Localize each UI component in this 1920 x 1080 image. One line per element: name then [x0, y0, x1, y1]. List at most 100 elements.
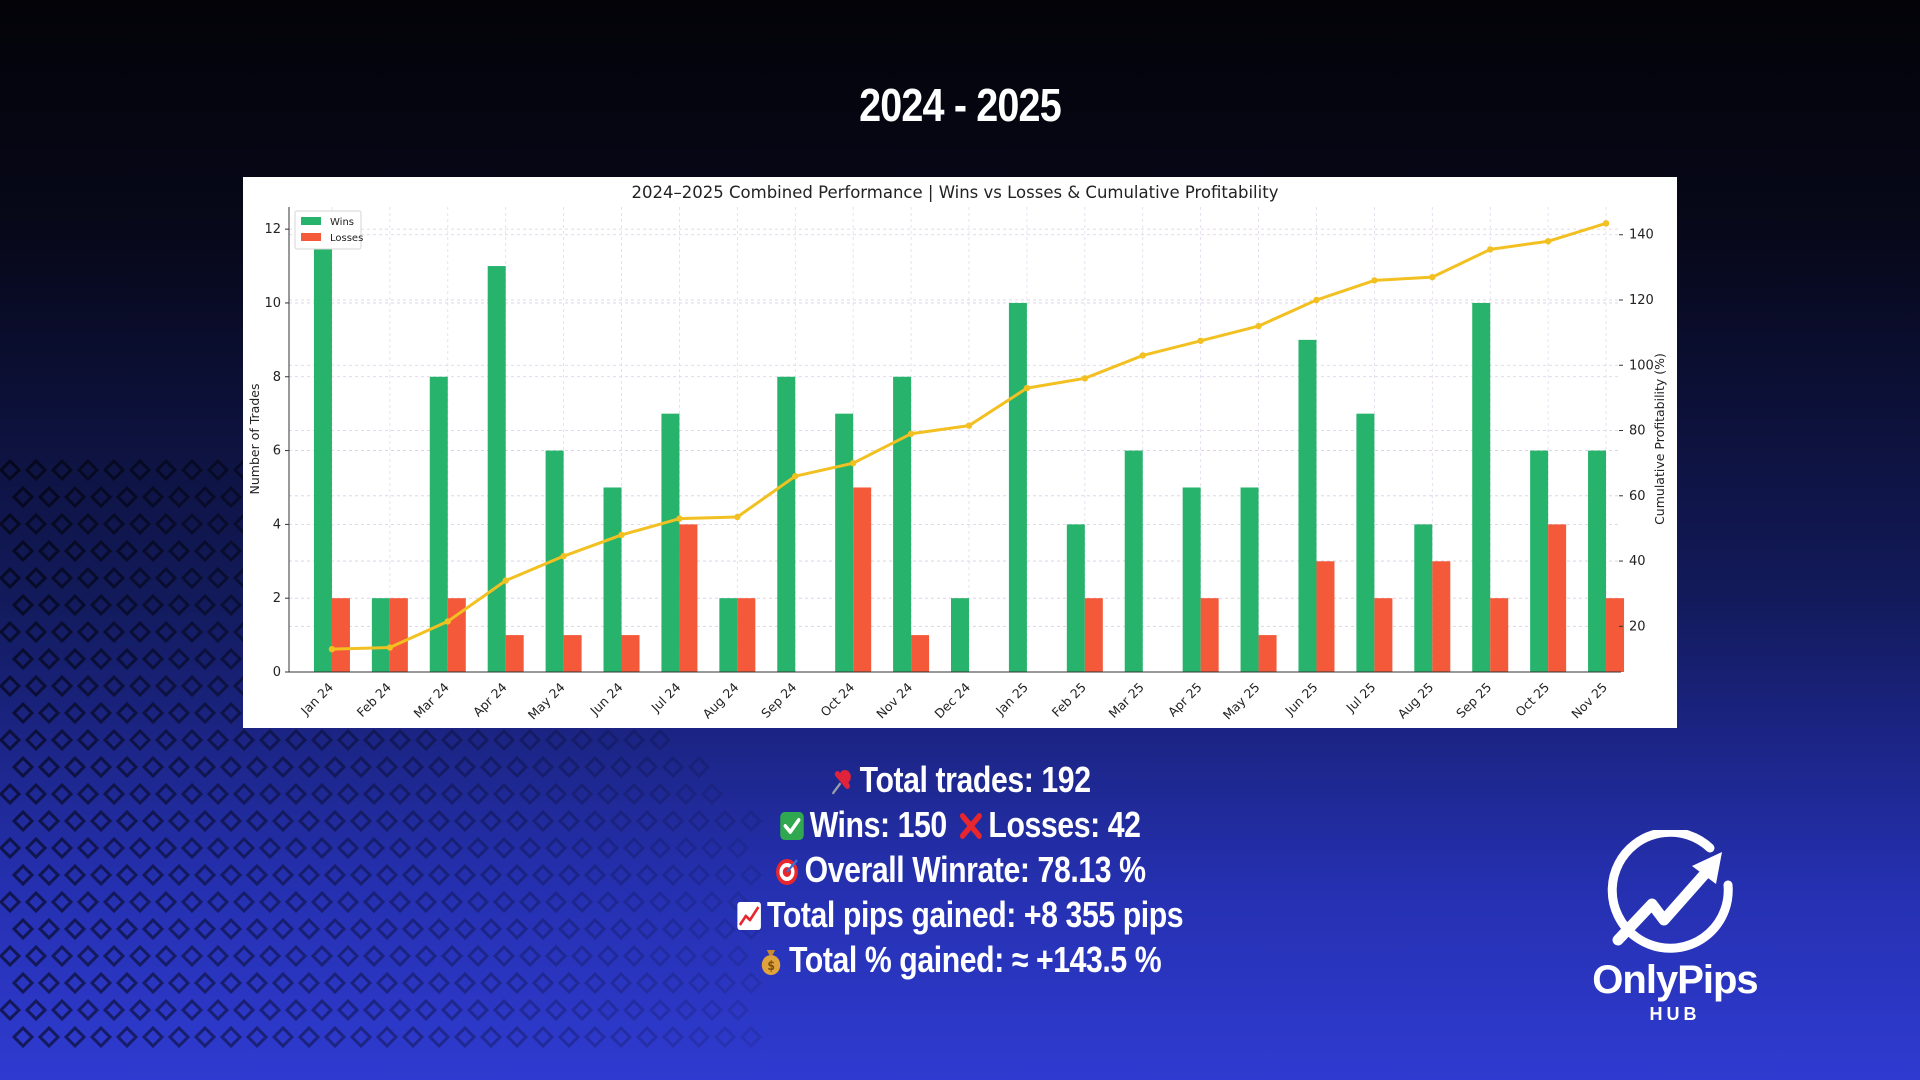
- chart-increasing-icon: [737, 902, 762, 930]
- y2-axis-label: Cumulative Profitability (%): [1652, 353, 1667, 525]
- profit-point-18: [1371, 277, 1378, 284]
- bar-wins-6: [661, 413, 680, 672]
- bar-wins-15: [1182, 487, 1201, 672]
- profit-point-22: [1602, 220, 1610, 227]
- profit-point-7: [734, 513, 741, 521]
- chart-panel: Jan 24 Feb 24 Mar 24 Apr 24 May 24 Jun 24 Jul …: [243, 177, 1677, 728]
- x-tick-label: Nov 24: [873, 679, 915, 721]
- combined-performance-chart: Jan 24 Feb 24 Mar 24 Apr 24 May 24 Jun 24 Jul …: [247, 183, 1667, 722]
- bar-losses-15: [1200, 598, 1219, 672]
- bar-wins-10: [893, 376, 912, 672]
- y2-tick-label: 60: [1629, 489, 1646, 504]
- bar-wins-16: [1240, 487, 1259, 672]
- bar-wins-21: [1530, 450, 1549, 672]
- pushpin-icon: [831, 770, 851, 795]
- x-tick-label: Feb 25: [1049, 680, 1089, 720]
- stat-wins-losses: Wins: 150 Losses: 42: [624, 802, 1296, 847]
- x-tick-label: Sep 25: [1453, 680, 1494, 721]
- profit-point-4: [560, 552, 567, 560]
- page-title: 2024 - 2025: [859, 79, 1062, 131]
- x-tick-label: Nov 25: [1568, 680, 1610, 722]
- y2-tick-label: 140: [1629, 228, 1654, 243]
- bar-losses-9: [853, 487, 872, 672]
- bar-losses-18: [1374, 598, 1393, 672]
- y2-tick-label: 120: [1629, 293, 1654, 308]
- stat-percent: $ Total % gained: ≈ +143.5 %: [624, 937, 1296, 982]
- profit-point-17: [1313, 296, 1320, 304]
- legend: Wins Losses: [294, 210, 363, 250]
- stat-percent-text: Total % gained: ≈ +143.5 %: [788, 939, 1162, 980]
- profit-point-21: [1544, 238, 1552, 245]
- x-tick-label: Mar 24: [411, 679, 452, 720]
- bar-losses-21: [1548, 524, 1567, 672]
- bar-wins-12: [1008, 302, 1027, 672]
- x-tick-label: Oct 25: [1512, 680, 1552, 720]
- x-tick-label: Jun 25: [1281, 680, 1320, 719]
- bar-losses-13: [1084, 598, 1103, 672]
- profit-point-10: [907, 430, 915, 437]
- bar-losses-6: [679, 524, 698, 672]
- x-tick-label: Jun 24: [586, 679, 625, 718]
- logo-subtitle: HUB: [1649, 1004, 1701, 1024]
- x-tick-label: Apr 24: [470, 679, 510, 719]
- bar-losses-5: [621, 635, 640, 672]
- legend-label-losses: Losses: [330, 233, 363, 244]
- x-tick-label: Jan 25: [992, 680, 1031, 719]
- bar-losses-20: [1490, 598, 1509, 672]
- stat-total-trades: Total trades: 192: [624, 757, 1296, 802]
- x-tick-label: Aug 24: [700, 679, 742, 721]
- x-tick-label: Dec 24: [931, 679, 973, 721]
- bar-losses-10: [911, 635, 930, 672]
- bar-wins-9: [835, 413, 854, 672]
- profit-point-5: [618, 531, 625, 539]
- y2-tick-label: 100: [1629, 358, 1654, 373]
- x-tick-label: Oct 24: [817, 679, 857, 719]
- x-tick-label: Aug 25: [1394, 680, 1436, 722]
- y-tick-label: 4: [273, 517, 281, 532]
- stat-pips-text: Total pips gained: +8 355 pips: [767, 894, 1184, 935]
- y-tick-label: 12: [264, 222, 281, 237]
- bar-losses-0: [331, 598, 350, 672]
- bar-losses-1: [389, 598, 408, 672]
- bar-wins-8: [777, 376, 796, 672]
- bar-wins-7: [719, 598, 738, 672]
- bar-wins-0: [313, 229, 332, 672]
- stat-winrate-text: Overall Winrate: 78.13 %: [804, 849, 1146, 890]
- y-tick-label: 6: [273, 444, 281, 459]
- x-tick-label: May 24: [525, 679, 568, 722]
- y2-tick-label: 20: [1629, 619, 1646, 634]
- bar-wins-19: [1414, 524, 1433, 672]
- stat-losses-text: Losses: 42: [988, 804, 1141, 845]
- bar-wins-18: [1356, 413, 1375, 672]
- cross-mark-icon: [959, 813, 982, 839]
- profit-point-0: [328, 645, 336, 653]
- y-tick-label: 10: [264, 296, 281, 311]
- profit-point-19: [1429, 273, 1436, 281]
- bar-losses-7: [737, 598, 756, 672]
- logo-wordmark: OnlyPips: [1592, 958, 1758, 1002]
- bar-losses-17: [1316, 561, 1335, 672]
- bar-wins-1: [371, 598, 390, 672]
- profit-point-20: [1487, 246, 1494, 253]
- legend-swatch-losses: [301, 233, 321, 241]
- bar-wins-3: [487, 266, 506, 672]
- bar-wins-5: [603, 487, 622, 672]
- logo-trend-icon: [1607, 830, 1733, 953]
- y2-tick-label: 80: [1629, 424, 1646, 439]
- x-tick-label: Sep 24: [758, 679, 799, 720]
- bar-losses-4: [563, 635, 582, 672]
- y-axis-label: Number of Trades: [247, 384, 262, 495]
- profit-point-2: [444, 618, 451, 625]
- profit-point-11: [965, 422, 973, 429]
- stat-winrate: Overall Winrate: 78.13 %: [624, 847, 1296, 892]
- bar-wins-22: [1588, 450, 1607, 672]
- x-tick-label: Jul 24: [648, 679, 684, 715]
- onlypips-logo: OnlyPips HUB: [1560, 830, 1790, 1030]
- stats-summary: Total trades: 192 Wins: 150 Losses: 42 O…: [560, 757, 1360, 982]
- profit-line: [328, 220, 1610, 653]
- x-tick-label: Jan 24: [297, 679, 336, 718]
- legend-swatch-wins: [301, 217, 321, 225]
- bar-losses-19: [1432, 561, 1451, 672]
- check-mark-icon: [780, 812, 804, 840]
- profit-point-6: [676, 515, 683, 522]
